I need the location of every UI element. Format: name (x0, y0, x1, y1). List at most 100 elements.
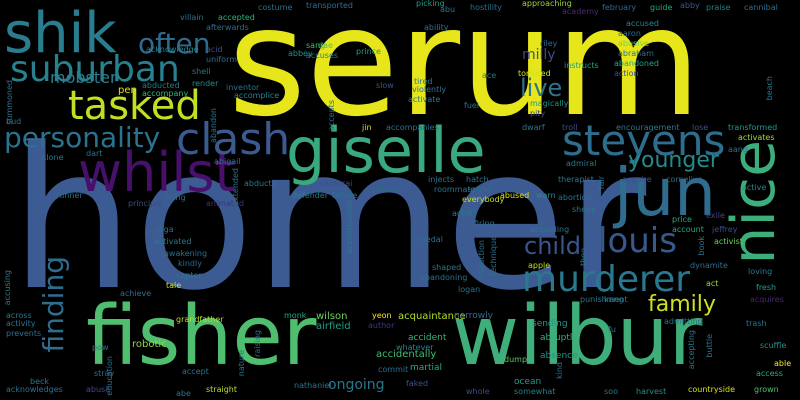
word-defender: defender (292, 191, 329, 200)
word-sang: sang (306, 41, 326, 50)
word-riley: riley (540, 39, 558, 48)
word-whilst: whilst (78, 141, 236, 204)
word-accepted: accepted (218, 13, 255, 22)
word-villain: villain (180, 13, 204, 22)
word-acquires: acquires (750, 295, 784, 304)
word-suburban: suburban (10, 49, 180, 90)
word-achieve: achieve (120, 289, 152, 298)
word-accompanies: accompanies (386, 123, 439, 132)
word-wilson: wilson (316, 311, 348, 322)
word-beach: beach (765, 76, 774, 101)
word-tired: tired (414, 77, 433, 86)
word-giselle: giselle (286, 114, 486, 187)
word-abruptly: abruptly (540, 333, 578, 343)
word-slow: slow (376, 81, 394, 90)
word-narrowly: narrowly (454, 311, 493, 321)
word-child: child (524, 232, 581, 260)
word-whole: whole (466, 387, 490, 396)
word-samurai: samurai (320, 179, 353, 188)
word-kind: kind (555, 362, 564, 380)
word-homer: homer (10, 106, 647, 334)
word-finding: finding (37, 256, 70, 353)
word-roommate: roommate (434, 185, 476, 194)
word-accused: accused (626, 19, 659, 28)
word-martial: martial (410, 363, 443, 373)
word-ocean: ocean (514, 377, 542, 387)
word-theo: theo (579, 248, 588, 267)
word-abby: abby (680, 1, 700, 10)
word-kang: kang (604, 295, 624, 304)
word-trash: trash (746, 319, 767, 328)
word-dump: dump (504, 355, 528, 364)
word-suicidal: suicidal (372, 185, 403, 194)
word-abortion: abortion (558, 193, 592, 202)
word-account: account (672, 225, 704, 234)
word-accuses: accuses (306, 51, 339, 60)
word-countryside: countryside (688, 385, 735, 394)
word-jun: jun (614, 154, 716, 231)
word-dart: dart (86, 149, 103, 158)
word-dynamite: dynamite (690, 261, 728, 270)
word-steyens: steyens (562, 116, 726, 165)
word-often: often (138, 27, 211, 60)
word-instructs: instructs (564, 61, 599, 70)
word-dwarf: dwarf (522, 123, 545, 132)
word-active: active (742, 183, 767, 192)
word-extended: extended (231, 168, 240, 206)
word-kung: kung (166, 193, 186, 202)
word-shik: shik (4, 1, 117, 66)
word-inventor: inventor (226, 83, 260, 92)
word-dae: dae (318, 41, 333, 50)
word-monk: monk (284, 311, 307, 320)
word-guide: guide (650, 3, 673, 12)
word-straight: straight (206, 385, 238, 394)
word-nature: nature (237, 350, 246, 377)
word-accepts: accepts (327, 100, 336, 132)
word-principal: principal (128, 199, 163, 208)
word-prevents: prevents (6, 329, 42, 338)
word-aang: aang (728, 145, 748, 154)
word-abandoned: abandoned (614, 59, 659, 68)
word-abuse: abuse (86, 385, 111, 394)
word-whatever: whatever (396, 343, 434, 352)
word-jin: jin (362, 123, 372, 132)
word-animated: animated (206, 199, 245, 208)
word-abu: abu (440, 5, 456, 14)
word-admitting: admitting (664, 317, 703, 326)
word-accidentally: accidentally (376, 349, 437, 360)
word-awakening: awakening (164, 249, 208, 258)
word-accept: accept (182, 367, 209, 376)
word-abraham: abraham (618, 49, 654, 58)
word-tasked: tasked (68, 83, 201, 129)
word-commit: commit (378, 365, 409, 374)
word-absence: absence (540, 351, 578, 361)
word-abandoning: abandoning (420, 273, 468, 282)
word-medal: medal (418, 235, 443, 244)
word-clone: clone (42, 153, 64, 162)
word-book: book (697, 236, 706, 256)
word-pow: pow (92, 343, 109, 352)
word-exile: exile (706, 211, 725, 220)
word-punishment: punishment (580, 295, 628, 304)
word-clash: clash (176, 114, 291, 165)
word-prince: prince (356, 47, 381, 56)
word-abigail: abigail (214, 157, 241, 166)
word-stray: stray (94, 369, 115, 378)
word-accomplice: accomplice (234, 91, 280, 100)
word-costume: costume (258, 3, 293, 12)
word-everybody: everybody (462, 195, 505, 204)
word-aaron: aaron (618, 29, 641, 38)
word-abduction: abduction (477, 240, 486, 280)
word-murderer: murderer (522, 259, 691, 300)
word-render: render (192, 79, 219, 88)
word-buttle: buttle (705, 334, 714, 358)
word-abusive: abusive (618, 39, 650, 48)
word-raising: raising (253, 330, 262, 357)
word-grown: grown (754, 385, 779, 394)
word-loving: loving (748, 267, 773, 276)
word-cannibal: cannibal (744, 3, 778, 12)
word-beck: beck (30, 377, 50, 386)
word-younger: younger (628, 148, 719, 173)
word-soo: soo (604, 387, 618, 396)
